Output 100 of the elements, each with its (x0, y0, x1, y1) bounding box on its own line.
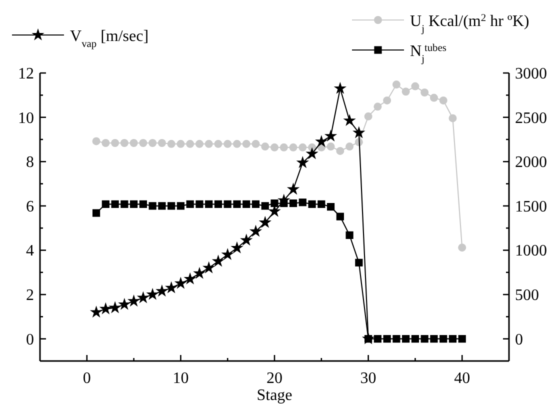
point (139, 139, 148, 148)
point (196, 200, 204, 208)
point (249, 224, 262, 237)
point (383, 96, 392, 104)
point (258, 216, 272, 228)
point (174, 276, 188, 289)
point (334, 82, 347, 94)
point (458, 335, 466, 343)
point (111, 200, 119, 208)
point (326, 142, 335, 151)
y-tick-label: 10 (18, 110, 34, 127)
point (420, 335, 428, 343)
point (402, 335, 410, 343)
point (448, 335, 457, 343)
point (242, 200, 250, 208)
point (439, 96, 448, 104)
point (108, 301, 122, 314)
point (120, 139, 128, 148)
point (364, 112, 372, 120)
point (289, 143, 298, 152)
point (346, 231, 354, 239)
point (346, 142, 354, 151)
y2-tick-label: 1000 (515, 242, 547, 260)
point (343, 114, 356, 126)
point (318, 200, 326, 208)
x-tick-label: 10 (172, 370, 189, 387)
point (99, 302, 112, 314)
point (90, 306, 103, 318)
point (240, 234, 253, 246)
y-tick-label: 6 (26, 198, 34, 216)
point (411, 82, 420, 90)
point (306, 147, 318, 160)
point (214, 200, 222, 208)
point (158, 139, 166, 148)
point (224, 200, 232, 208)
point (324, 129, 338, 142)
y-tick-label: 2 (26, 287, 34, 304)
point (139, 200, 147, 208)
point (120, 200, 128, 208)
point (430, 94, 438, 102)
point (270, 143, 278, 152)
point (230, 241, 244, 254)
point (252, 140, 260, 148)
point (118, 298, 131, 310)
point (232, 140, 241, 148)
point (92, 137, 100, 146)
point (448, 114, 457, 122)
point (186, 140, 194, 148)
point (270, 199, 278, 208)
point (326, 203, 335, 211)
x-tick-label: 30 (360, 370, 376, 387)
point (392, 80, 400, 89)
point (355, 258, 363, 266)
point (214, 140, 222, 148)
point (280, 143, 288, 152)
point (458, 244, 466, 252)
point (352, 126, 366, 138)
y2-tick-label: 2500 (515, 110, 547, 127)
y2-tick-label: 500 (515, 287, 539, 304)
point (184, 272, 196, 284)
point (202, 261, 216, 274)
x-tick-label: 0 (82, 370, 91, 387)
y-tick-label: 4 (26, 242, 34, 260)
point (168, 202, 176, 210)
point (136, 291, 150, 304)
legend-label: U$_{j}$ Kcal/(m$^{2}$ hr ºK) (410, 12, 530, 34)
point (261, 142, 270, 151)
point (148, 139, 157, 148)
point (130, 139, 138, 148)
y-tick-label: 8 (26, 154, 34, 172)
point (286, 182, 300, 195)
point (148, 202, 156, 210)
y-tick-label: 12 (18, 66, 34, 82)
point (193, 266, 206, 279)
point (261, 202, 269, 210)
point (374, 335, 382, 343)
legend-label: V$_{vap}$ [m/sec] (70, 28, 149, 50)
point (146, 288, 159, 300)
point (296, 156, 309, 168)
y-tick-label: 0 (26, 331, 34, 348)
point (221, 248, 234, 260)
point (252, 200, 260, 208)
point (127, 294, 140, 307)
y2-tick-label: 3000 (515, 66, 547, 82)
point (130, 200, 138, 208)
point (402, 88, 410, 96)
point (176, 140, 185, 148)
point (186, 200, 194, 208)
point (430, 335, 438, 343)
point (233, 200, 241, 208)
point (167, 140, 176, 148)
x-tick-label: 40 (454, 370, 470, 387)
point (374, 102, 382, 111)
point (289, 199, 298, 208)
point (336, 146, 344, 155)
point (204, 140, 213, 148)
point (205, 200, 213, 208)
y2-tick-label: 1500 (515, 198, 547, 216)
point (411, 335, 419, 343)
point (102, 139, 110, 148)
